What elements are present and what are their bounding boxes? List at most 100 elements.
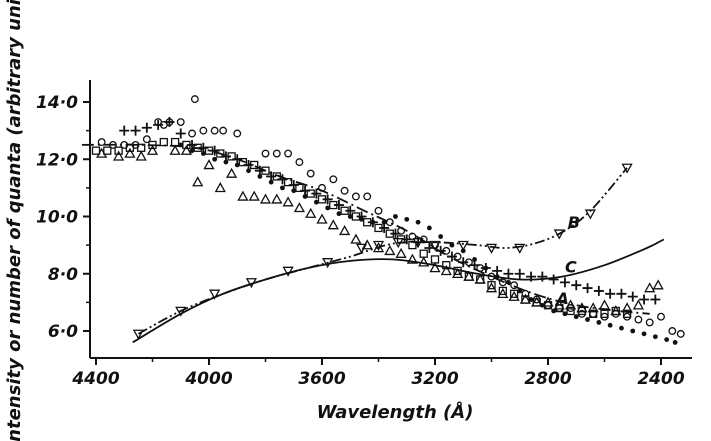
data-point: [340, 206, 349, 215]
data-point: [295, 183, 304, 193]
data-point: [415, 219, 421, 225]
data-point: [458, 257, 469, 268]
data-point: [676, 329, 685, 338]
data-point: [528, 297, 534, 302]
data-point: [212, 156, 218, 162]
data-point: [219, 126, 228, 135]
data-point: [359, 216, 364, 222]
data-point: [641, 331, 647, 337]
data-point: [216, 149, 225, 158]
data-point: [494, 274, 500, 280]
data-point: [257, 174, 263, 179]
data-point: [261, 166, 270, 175]
data-point: [596, 320, 602, 325]
data-point: [124, 147, 136, 158]
data-point: [203, 159, 215, 170]
data-point: [271, 193, 283, 204]
data-point: [169, 144, 181, 155]
axes: 4400 4000 3600 3200 2800 2400 6·0 8·0 10·0 12·0 14…: [36, 80, 692, 389]
data-point: [393, 214, 398, 219]
data-point: [517, 288, 523, 294]
data-point: [159, 137, 168, 147]
data-point: [566, 306, 575, 316]
data-point: [657, 312, 665, 321]
data-point: [119, 125, 130, 136]
data-point: [385, 229, 394, 238]
data-point: [485, 243, 498, 254]
data-point: [284, 149, 293, 158]
data-point: [385, 218, 394, 227]
data-point: [498, 286, 507, 296]
y-tick-label: 14·0: [36, 93, 78, 113]
data-point: [325, 205, 331, 211]
data-point: [322, 258, 334, 269]
data-point: [372, 242, 385, 253]
data-point: [338, 224, 351, 236]
x-axis-label: Wavelength (Å): [317, 400, 474, 423]
data-point: [204, 146, 214, 155]
data-point: [395, 247, 407, 258]
data-point: [510, 281, 519, 290]
data-point: [103, 146, 112, 155]
data-point: [306, 169, 315, 178]
data-point: [526, 271, 537, 282]
y-axis-label: Intensity or number of quanta (arbitrary…: [4, 0, 25, 441]
data-point: [645, 318, 654, 327]
data-point: [424, 242, 435, 253]
data-point: [404, 216, 410, 222]
data-point: [593, 285, 604, 296]
data-point: [652, 279, 664, 290]
data-point: [153, 119, 164, 130]
data-point: [551, 308, 557, 314]
data-point: [180, 144, 193, 155]
curve-c: [132, 238, 665, 344]
data-point: [650, 294, 661, 305]
data-point: [531, 296, 543, 307]
data-point: [548, 274, 559, 285]
data-point: [622, 309, 632, 318]
data-point: [408, 232, 417, 241]
data-point: [553, 229, 565, 240]
data-point: [350, 233, 362, 244]
data-point: [564, 299, 577, 310]
data-point: [621, 302, 633, 313]
data-point: [176, 118, 185, 126]
data-point: [408, 240, 417, 250]
data-point: [316, 213, 328, 224]
y-tick-label: 8·0: [48, 265, 78, 285]
data-point: [392, 238, 404, 249]
data-point: [333, 200, 344, 211]
x-tick-label: 4400: [71, 369, 119, 389]
data-point: [419, 249, 428, 258]
data-point: [605, 288, 616, 299]
data-point: [141, 122, 152, 133]
data-point: [429, 262, 441, 273]
data-point: [419, 235, 428, 244]
data-point: [355, 243, 368, 254]
data-point: [188, 129, 196, 138]
data-point: [542, 296, 554, 307]
data-point: [268, 179, 274, 185]
data-point: [668, 327, 677, 335]
data-point: [327, 219, 339, 230]
data-point: [97, 138, 106, 147]
data-point: [632, 299, 645, 310]
data-point: [537, 271, 548, 282]
data-point: [295, 158, 304, 167]
data-point: [193, 143, 202, 152]
data-point: [598, 299, 611, 310]
data-point: [225, 167, 238, 178]
data-point: [234, 162, 240, 168]
data-point: [440, 265, 452, 276]
data-point: [164, 117, 175, 128]
data-point: [170, 137, 180, 147]
data-point: [282, 266, 294, 277]
data-point: [559, 277, 570, 288]
data-point: [280, 185, 285, 191]
data-point: [610, 305, 622, 316]
data-point: [293, 202, 306, 213]
data-point: [223, 159, 229, 165]
data-point: [619, 325, 624, 331]
data-point: [363, 192, 372, 201]
data-point: [340, 186, 349, 195]
